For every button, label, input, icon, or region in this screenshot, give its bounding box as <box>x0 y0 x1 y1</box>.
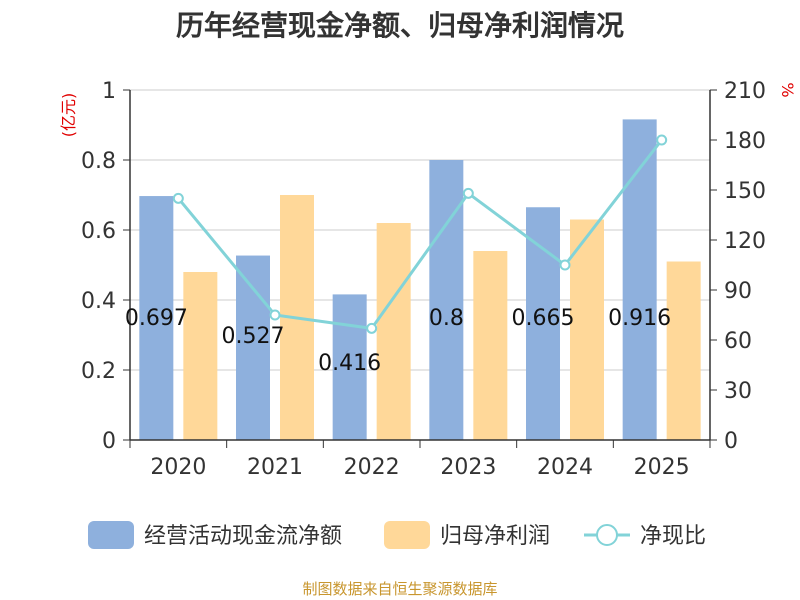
y-right-unit: % <box>778 82 797 97</box>
x-tick-label: 2023 <box>440 455 496 480</box>
data-label: 0.527 <box>222 324 285 349</box>
y-left-tick-label: 0.2 <box>81 359 116 384</box>
y-right-tick-label: 210 <box>724 79 766 104</box>
y-right-tick-label: 0 <box>724 429 738 454</box>
x-tick-label: 2022 <box>344 455 400 480</box>
legend-swatch-net-profit <box>384 521 430 549</box>
data-label: 0.8 <box>429 306 464 331</box>
legend-label-net-profit: 归母净利润 <box>440 524 550 549</box>
data-label: 0.916 <box>608 306 671 331</box>
y-right-tick-label: 30 <box>724 379 752 404</box>
bar-cash-flow <box>622 119 657 441</box>
ratio-line-path <box>177 139 663 330</box>
ratio-point <box>656 134 668 146</box>
x-tick-label: 2021 <box>247 455 303 480</box>
data-labels: 0.697 0.527 0.416 0.8 0.665 0.916 <box>125 306 671 376</box>
legend-marker-ratio <box>596 524 618 546</box>
y-right-tick-label: 90 <box>724 279 752 304</box>
x-tick-label: 2025 <box>634 455 690 480</box>
ratio-point <box>462 187 474 199</box>
ratio-point <box>559 259 571 271</box>
y-left-tick-label: 0.6 <box>81 219 116 244</box>
legend-label-cash-flow: 经营活动现金流净额 <box>144 524 342 549</box>
axes: 0 0.2 0.4 0.6 0.8 1 0 30 60 90 120 150 180 210 (亿元)% 20… <box>59 79 797 480</box>
legend: 经营活动现金流净额 归母净利润 净现比 <box>88 521 706 549</box>
bar-net-profit <box>183 272 218 440</box>
y-left-tick-label: 0 <box>102 429 116 454</box>
y-right-tick-label: 150 <box>724 179 766 204</box>
bar-net-profit <box>570 219 604 440</box>
y-left-tick-label: 1 <box>102 79 116 104</box>
bar-cash-flow <box>332 294 367 440</box>
y-right-tick-label: 60 <box>724 329 752 354</box>
y-left-tick-label: 0.4 <box>81 289 116 314</box>
bar-net-profit <box>473 251 508 440</box>
bar-net-profit <box>666 261 701 440</box>
bars <box>139 119 701 441</box>
source-note: 制图数据来自恒生聚源数据库 <box>302 580 498 598</box>
bar-cash-flow <box>526 207 560 440</box>
ratio-point <box>269 309 281 321</box>
y-left-unit: (亿元) <box>59 93 78 138</box>
gridlines <box>130 89 710 371</box>
bar-cash-flow <box>139 196 174 440</box>
x-tick-label: 2020 <box>150 455 206 480</box>
bar-net-profit <box>376 223 411 440</box>
ratio-line <box>172 134 668 334</box>
y-right-tick-label: 180 <box>724 129 766 154</box>
ratio-point <box>366 322 378 334</box>
bar-cash-flow <box>429 160 464 440</box>
legend-label-ratio: 净现比 <box>640 524 706 549</box>
x-tick-label: 2024 <box>537 455 593 480</box>
data-label: 0.665 <box>512 306 575 331</box>
y-right-tick-label: 120 <box>724 229 766 254</box>
chart-title: 历年经营现金净额、归母净利润情况 <box>175 9 624 42</box>
legend-swatch-cash-flow <box>88 521 134 549</box>
ratio-point <box>172 192 184 204</box>
data-label: 0.697 <box>125 306 188 331</box>
y-left-tick-label: 0.8 <box>81 149 116 174</box>
data-label: 0.416 <box>318 351 381 376</box>
